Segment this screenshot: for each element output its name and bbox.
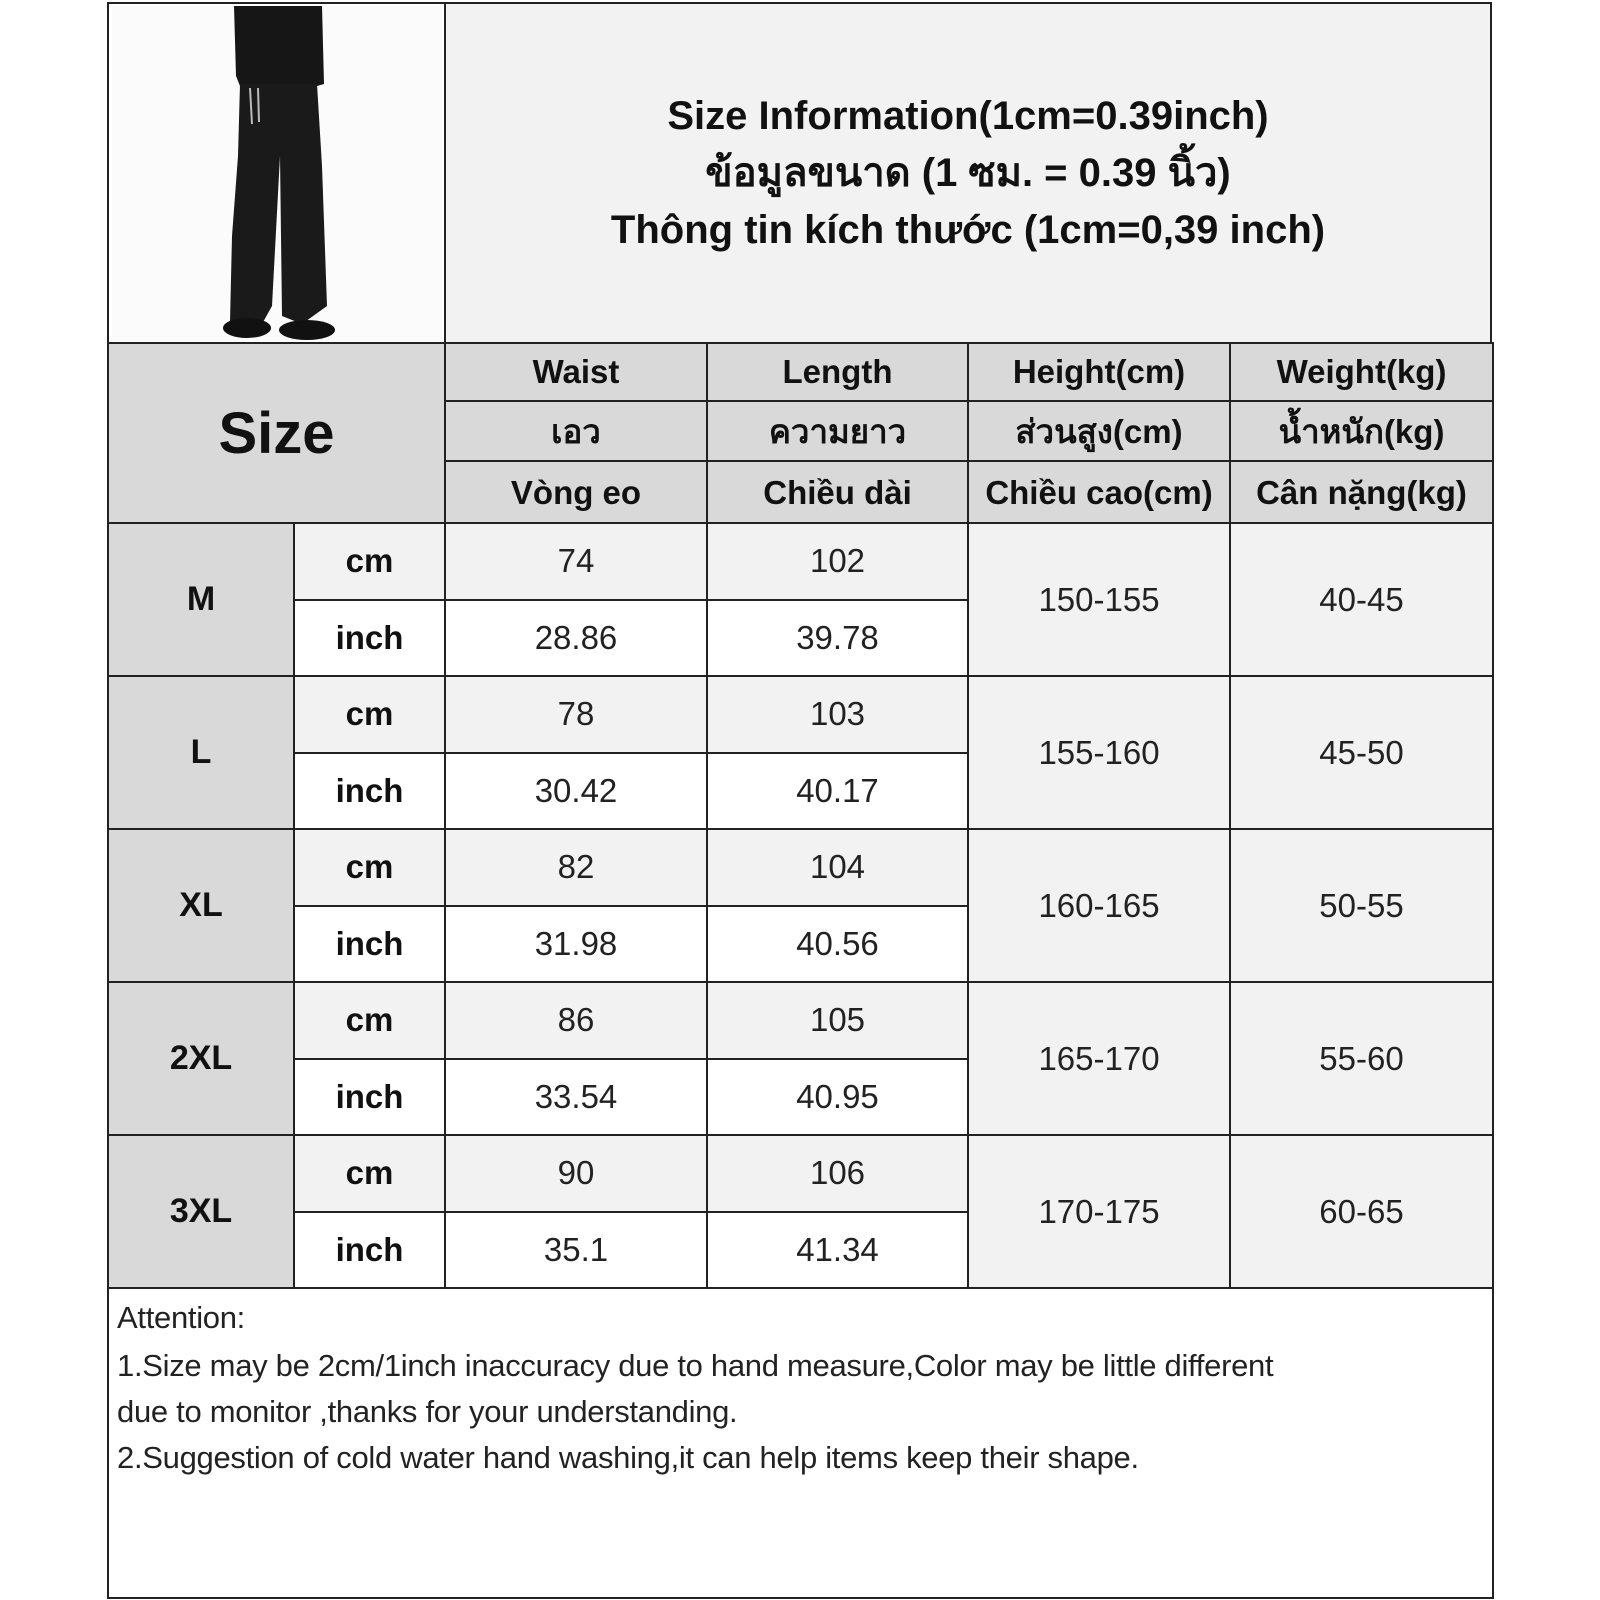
waist-inch: 31.98 (444, 904, 708, 983)
size-header-label: Size (218, 400, 335, 466)
unit-cm: cm (293, 522, 446, 601)
column-header-th: น้ำหนัก(kg) (1229, 400, 1494, 462)
size-header: Size (107, 342, 446, 524)
length-inch: 40.56 (706, 904, 969, 983)
attention-line-1: 1.Size may be 2cm/1inch inaccuracy due t… (117, 1348, 1274, 1383)
length-cm: 102 (706, 522, 969, 601)
length-inch: 39.78 (706, 598, 969, 677)
attention-heading: Attention: (117, 1300, 245, 1335)
product-photo (107, 2, 446, 344)
unit-cm: cm (293, 675, 446, 754)
unit-inch: inch (293, 1057, 446, 1136)
waist-cm: 86 (444, 981, 708, 1060)
unit-cm: cm (293, 828, 446, 907)
title-english: Size Information(1cm=0.39inch) (667, 93, 1269, 138)
unit-inch: inch (293, 1210, 446, 1289)
waist-inch: 35.1 (444, 1210, 708, 1289)
column-header-en: Waist (444, 342, 708, 402)
attention-notes: Attention: 1.Size may be 2cm/1inch inacc… (107, 1287, 1494, 1599)
length-cm: 105 (706, 981, 969, 1060)
column-header-en: Height(cm) (967, 342, 1231, 402)
weight-range: 40-45 (1229, 522, 1494, 677)
length-cm: 103 (706, 675, 969, 754)
length-inch: 40.17 (706, 751, 969, 830)
pants-model-image (111, 5, 442, 341)
column-header-vi: Chiều dài (706, 460, 969, 526)
column-header-en: Weight(kg) (1229, 342, 1494, 402)
length-inch: 40.95 (706, 1057, 969, 1136)
height-range: 155-160 (967, 675, 1231, 830)
size-label: 2XL (107, 981, 295, 1136)
height-range: 165-170 (967, 981, 1231, 1136)
height-range: 160-165 (967, 828, 1231, 983)
title-vietnamese: Thông tin kích thước (1cm=0,39 inch) (610, 207, 1326, 252)
length-inch: 41.34 (706, 1210, 969, 1289)
weight-range: 55-60 (1229, 981, 1494, 1136)
attention-line-2: due to monitor ,thanks for your understa… (117, 1394, 738, 1429)
title-thai: ข้อมูลขนาด (1 ซม. = 0.39 นิ้ว) (705, 150, 1231, 195)
height-range: 150-155 (967, 522, 1231, 677)
column-header-th: เอว (444, 400, 708, 462)
length-cm: 104 (706, 828, 969, 907)
column-header-th: ความยาว (706, 400, 969, 462)
weight-range: 60-65 (1229, 1134, 1494, 1289)
unit-inch: inch (293, 751, 446, 830)
waist-inch: 33.54 (444, 1057, 708, 1136)
column-header-en: Length (706, 342, 969, 402)
attention-line-3: 2.Suggestion of cold water hand washing,… (117, 1440, 1139, 1475)
size-info-title: Size Information(1cm=0.39inch) ข้อมูลขนา… (444, 2, 1492, 344)
unit-cm: cm (293, 1134, 446, 1213)
waist-cm: 82 (444, 828, 708, 907)
waist-cm: 74 (444, 522, 708, 601)
waist-cm: 90 (444, 1134, 708, 1213)
height-range: 170-175 (967, 1134, 1231, 1289)
column-header-vi: Chiều cao(cm) (967, 460, 1231, 526)
column-header-vi: Cân nặng(kg) (1229, 460, 1494, 526)
size-label: 3XL (107, 1134, 295, 1289)
size-label: M (107, 522, 295, 677)
length-cm: 106 (706, 1134, 969, 1213)
size-label: XL (107, 828, 295, 983)
waist-cm: 78 (444, 675, 708, 754)
waist-inch: 30.42 (444, 751, 708, 830)
column-header-th: ส่วนสูง(cm) (967, 400, 1231, 462)
waist-inch: 28.86 (444, 598, 708, 677)
unit-cm: cm (293, 981, 446, 1060)
size-label: L (107, 675, 295, 830)
unit-inch: inch (293, 598, 446, 677)
weight-range: 45-50 (1229, 675, 1494, 830)
unit-inch: inch (293, 904, 446, 983)
column-header-vi: Vòng eo (444, 460, 708, 526)
weight-range: 50-55 (1229, 828, 1494, 983)
